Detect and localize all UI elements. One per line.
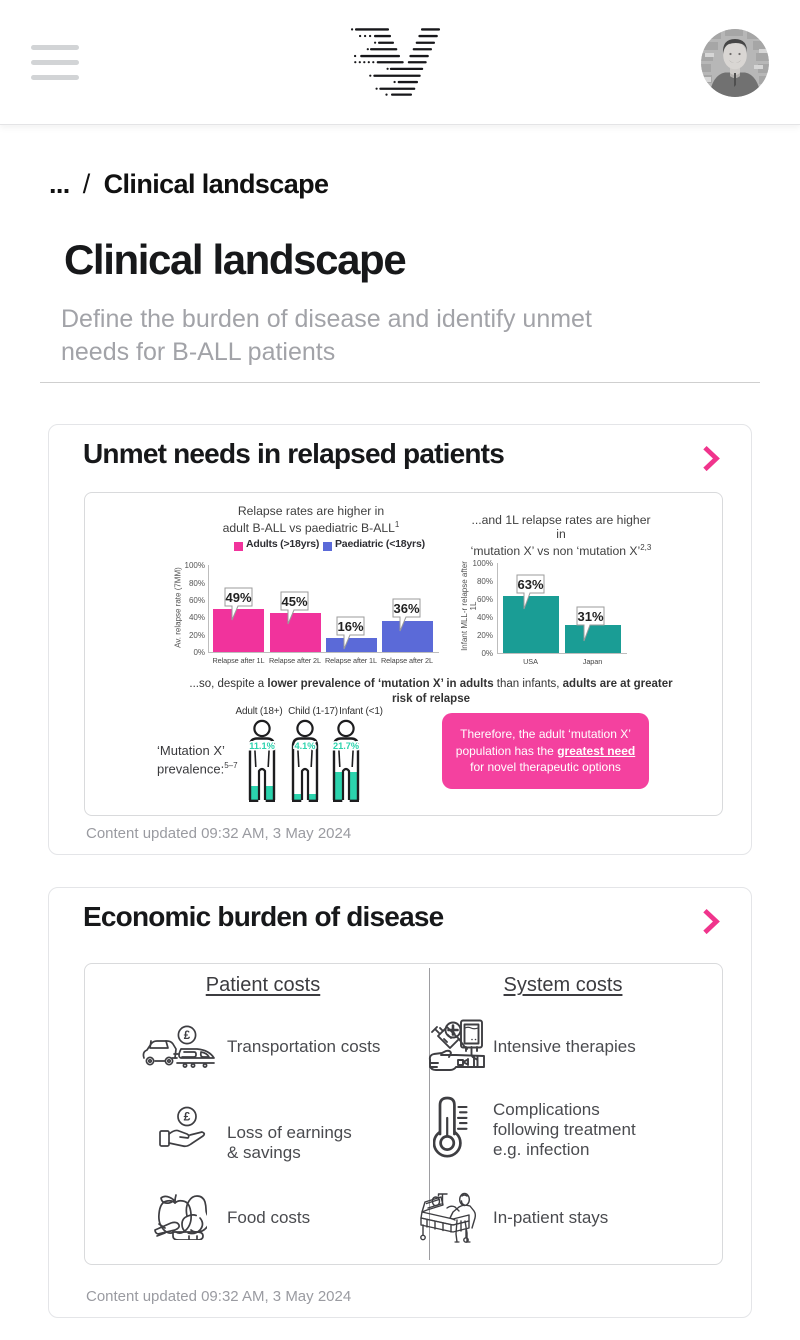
- svg-text:63%: 63%: [517, 577, 543, 592]
- svg-text:36%: 36%: [393, 601, 419, 616]
- svg-text:45%: 45%: [281, 594, 307, 609]
- svg-text:31%: 31%: [577, 609, 603, 624]
- svg-text:4.1%: 4.1%: [295, 741, 316, 751]
- svg-text:49%: 49%: [225, 590, 251, 605]
- svg-text:11.1%: 11.1%: [249, 741, 275, 751]
- svg-text:16%: 16%: [337, 619, 363, 634]
- svg-text:£: £: [184, 1030, 191, 1042]
- svg-text:21.7%: 21.7%: [333, 741, 359, 751]
- svg-text:£: £: [184, 1110, 191, 1124]
